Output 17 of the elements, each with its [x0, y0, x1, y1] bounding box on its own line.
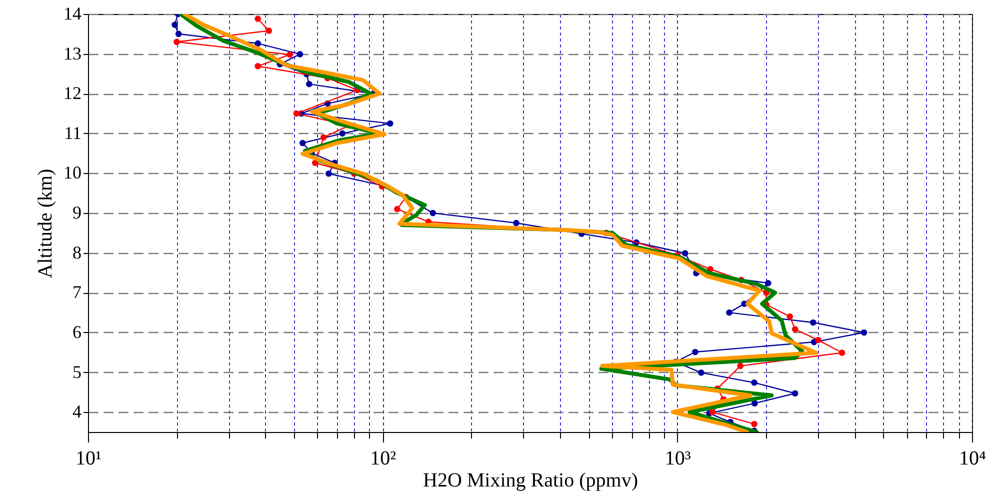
x-tick-label: 10⁴ [959, 448, 986, 470]
x-tick-label: 10³ [664, 448, 691, 470]
y-tick-label: 11 [64, 122, 82, 143]
y-tick-label: 10 [64, 162, 82, 183]
y-tick-label: 12 [64, 83, 82, 104]
y-tick-label: 7 [72, 282, 82, 302]
x-tick-label: 10² [370, 448, 396, 470]
y-tick-label: 5 [72, 362, 82, 382]
y-tick-label: 4 [72, 402, 82, 422]
y-tick-label: 14 [64, 4, 82, 24]
y-axis-title: Altitude (km) [34, 168, 56, 278]
x-axis-title: H2O Mixing Ratio (ppmv) [423, 470, 638, 492]
y-tick-label: 9 [72, 202, 82, 223]
y-tick-label: 13 [64, 43, 82, 64]
y-tick-label: 6 [72, 322, 82, 342]
x-tick-label: 10¹ [76, 448, 102, 470]
y-tick-label: 8 [72, 242, 82, 262]
